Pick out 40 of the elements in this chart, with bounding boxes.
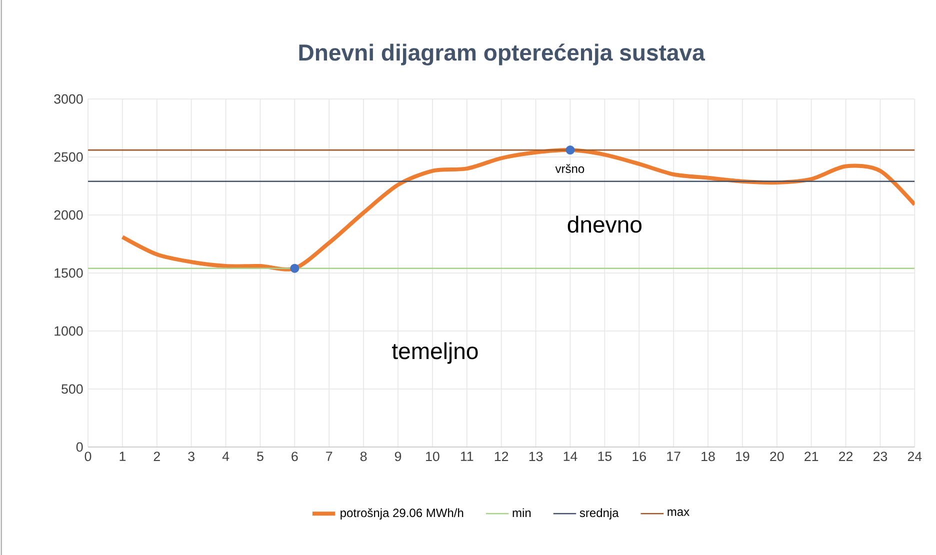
annotation: dnevno xyxy=(568,216,642,233)
y-tick-label: 2000 xyxy=(54,210,83,220)
legend-label: min xyxy=(512,508,531,517)
x-tick-label: 23 xyxy=(873,452,888,462)
x-tick-label: 14 xyxy=(564,452,578,461)
x-tick-label: 8 xyxy=(360,452,367,462)
x-tick-label: 13 xyxy=(529,452,543,462)
annotation: temeljno xyxy=(392,342,478,364)
legend-label: srednja xyxy=(580,508,619,520)
x-tick-label: 7 xyxy=(326,452,332,461)
x-tick-label: 19 xyxy=(736,452,750,462)
x-tick-label: 3 xyxy=(188,452,194,462)
x-tick-label: 21 xyxy=(804,452,818,462)
y-tick-label: 1500 xyxy=(54,268,83,278)
x-tick-label: 22 xyxy=(839,452,853,462)
x-tick-label: 20 xyxy=(770,452,784,462)
legend-label: potrošnja 29.06 MWh/h xyxy=(340,508,464,520)
x-tick-label: 5 xyxy=(257,452,264,461)
x-tick-label: 18 xyxy=(702,452,715,462)
x-tick-label: 17 xyxy=(667,452,680,461)
x-tick-label: 2 xyxy=(154,452,160,462)
x-tick-label: 6 xyxy=(292,452,298,462)
y-tick-label: 3000 xyxy=(54,94,83,104)
x-tick-label: 24 xyxy=(908,452,922,462)
x-tick-label: 10 xyxy=(426,452,440,462)
x-tick-label: 15 xyxy=(598,452,612,461)
legend-label: max xyxy=(668,509,690,516)
x-tick-label: 16 xyxy=(632,452,646,462)
x-tick-label: 4 xyxy=(222,452,230,461)
y-tick-label: 0 xyxy=(76,442,83,452)
x-tick-label: 12 xyxy=(494,452,508,462)
y-tick-label: 1000 xyxy=(54,326,83,336)
y-tick-label: 500 xyxy=(62,384,83,394)
x-tick-label: 1 xyxy=(120,452,126,461)
chart-title: Dnevni dijagram opterećenja sustava xyxy=(299,44,706,66)
x-tick-label: 0 xyxy=(84,452,92,462)
annotation: vršno xyxy=(555,164,584,174)
x-tick-label: 9 xyxy=(394,452,402,462)
x-tick-label: 11 xyxy=(460,452,474,461)
y-tick-label: 2500 xyxy=(54,152,83,162)
